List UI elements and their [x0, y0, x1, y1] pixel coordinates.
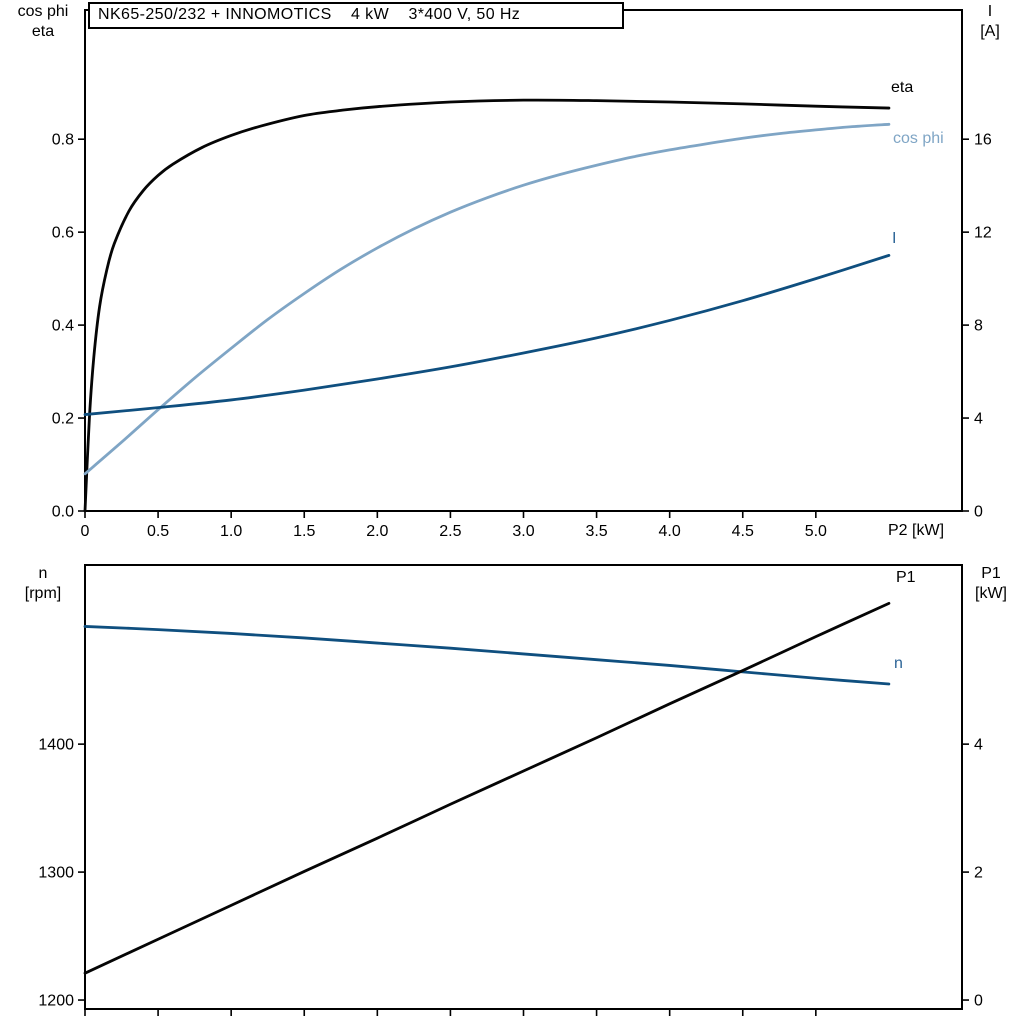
curve-cos-phi [83, 122, 891, 476]
curve-P1 [83, 601, 891, 975]
x-tick-label: 4.0 [659, 523, 681, 540]
right-tick-label: 4 [974, 737, 983, 754]
curve-I [83, 253, 891, 416]
current-axis-label: I [987, 3, 993, 20]
left-tick-label: 1400 [38, 737, 74, 754]
left-tick-label: 1200 [38, 993, 74, 1010]
x-tick-label: 3.5 [585, 523, 607, 540]
p1-curve-label: P1 [896, 569, 916, 586]
eta-axis-label: eta [31, 23, 55, 40]
left-tick-label: 0.4 [52, 318, 74, 335]
left-tick-label: 0.0 [52, 504, 74, 521]
top-right-axis-label: I [A] [962, 2, 1018, 42]
right-tick-label: 8 [974, 318, 983, 335]
chart-title: NK65-250/232 + INNOMOTICS 4 kW 3*400 V, … [88, 2, 624, 29]
top-chart-frame [84, 9, 963, 512]
current-curve-label: I [892, 230, 897, 247]
p1-axis-label: P1 [981, 565, 1001, 582]
curve-eta [83, 98, 891, 513]
left-tick-label: 0.8 [52, 132, 74, 149]
x-tick-label: 1.5 [293, 523, 315, 540]
speed-axis-label: n [38, 565, 48, 582]
n-curve-label: n [894, 655, 903, 672]
right-tick-label: 2 [974, 865, 983, 882]
right-tick-label: 0 [974, 504, 983, 521]
bottom-right-axis-label: P1 [kW] [962, 564, 1020, 604]
right-tick-label: 0 [974, 993, 983, 1010]
x-tick-label: 4.5 [732, 523, 754, 540]
cosphi-axis-label: cos phi [17, 3, 69, 20]
x-tick-label: 2.0 [366, 523, 388, 540]
right-tick-label: 16 [974, 132, 992, 149]
curve-n [83, 625, 891, 686]
ampere-unit-label: [A] [980, 23, 1000, 40]
x-tick-label: 0.5 [147, 523, 169, 540]
right-tick-label: 4 [974, 411, 983, 428]
top-left-axis-label: cos phi eta [6, 2, 80, 42]
x-tick-label: 5.0 [805, 523, 827, 540]
x-tick-label: 2.5 [439, 523, 461, 540]
left-tick-label: 1300 [38, 865, 74, 882]
left-tick-label: 0.2 [52, 411, 74, 428]
x-tick-label: 0 [81, 523, 90, 540]
cosphi-curve-label: cos phi [893, 130, 944, 147]
kw-unit-label: [kW] [975, 585, 1007, 602]
x-tick-label: 3.0 [512, 523, 534, 540]
eta-curve-label: eta [891, 79, 914, 96]
x-tick-label: 1.0 [220, 523, 242, 540]
x-axis-label: P2 [kW] [888, 522, 945, 539]
left-tick-label: 0.6 [52, 225, 74, 242]
bottom-left-axis-label: n [rpm] [6, 564, 80, 604]
rpm-unit-label: [rpm] [24, 585, 62, 602]
right-tick-label: 12 [974, 225, 992, 242]
